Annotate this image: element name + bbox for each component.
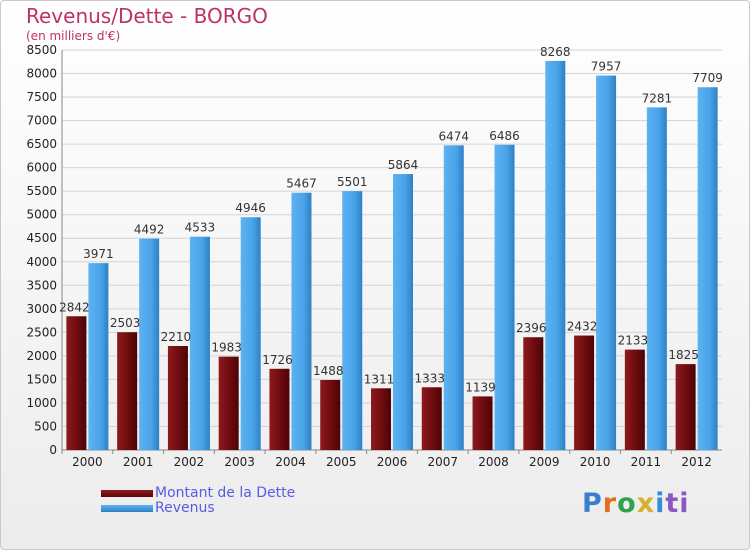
y-tick-label: 8500 (26, 43, 57, 57)
bar-revenus (494, 144, 515, 450)
bar-dette (371, 388, 391, 450)
data-label-revenus: 6474 (438, 129, 469, 143)
data-label-dette: 1488 (313, 364, 344, 378)
legend-label-revenus: Revenus (155, 500, 215, 516)
data-label-dette: 2396 (516, 321, 547, 335)
x-tick-label: 2009 (529, 455, 560, 469)
data-label-dette: 2210 (161, 330, 192, 344)
x-tick-label: 2007 (427, 455, 458, 469)
y-tick-label: 3000 (26, 302, 57, 316)
x-tick-label: 2010 (580, 455, 611, 469)
bar-dette (675, 364, 696, 450)
x-tick-label: 2011 (631, 455, 662, 469)
data-label-revenus: 7709 (692, 71, 723, 85)
bar-revenus (393, 174, 413, 450)
bar-dette (320, 379, 341, 450)
data-label-revenus: 6486 (489, 129, 520, 143)
data-label-dette: 1983 (211, 341, 242, 355)
data-label-revenus: 4492 (134, 223, 165, 237)
bar-dette (218, 356, 239, 450)
bar-revenus (443, 145, 464, 450)
data-label-dette: 2432 (567, 320, 598, 334)
y-tick-label: 0 (49, 443, 57, 457)
y-tick-label: 7500 (26, 90, 57, 104)
y-tick-label: 5000 (26, 208, 57, 222)
x-tick-label: 2006 (377, 455, 408, 469)
proxiti-logo: Proxiti (582, 488, 690, 519)
y-tick-label: 5500 (26, 184, 57, 198)
data-label-revenus: 7957 (591, 60, 622, 74)
bar-dette (117, 332, 138, 450)
bar-dette (66, 316, 87, 450)
data-label-revenus: 4946 (235, 201, 266, 215)
data-label-dette: 1311 (364, 372, 395, 386)
legend-swatch-dette (101, 490, 153, 497)
data-label-revenus: 3971 (83, 247, 114, 261)
data-label-dette: 2842 (59, 300, 90, 314)
x-tick-label: 2005 (326, 455, 357, 469)
y-tick-label: 1000 (26, 396, 57, 410)
x-tick-label: 2000 (72, 455, 103, 469)
y-tick-label: 2000 (26, 349, 57, 363)
bar-dette (624, 349, 645, 450)
y-tick-label: 3500 (26, 278, 57, 292)
data-label-dette: 1139 (465, 380, 496, 394)
bar-dette (472, 396, 493, 450)
legend-swatch-revenus (101, 505, 153, 512)
bar-revenus (342, 191, 363, 451)
bar-revenus (596, 75, 617, 450)
data-label-dette: 2503 (110, 316, 141, 330)
y-tick-label: 1500 (26, 372, 57, 386)
bar-revenus (545, 60, 566, 450)
y-tick-label: 6000 (26, 161, 57, 175)
data-label-revenus: 5467 (286, 177, 317, 191)
bar-revenus (189, 236, 210, 450)
bar-revenus (240, 217, 261, 450)
x-tick-label: 2003 (224, 455, 255, 469)
bar-revenus (646, 107, 667, 450)
bar-revenus (291, 192, 312, 450)
data-label-dette: 2133 (618, 334, 649, 348)
data-label-revenus: 5501 (337, 175, 368, 189)
y-tick-label: 4500 (26, 231, 57, 245)
y-tick-label: 500 (34, 419, 57, 433)
y-tick-label: 6500 (26, 137, 57, 151)
data-label-revenus: 5864 (388, 158, 419, 172)
x-tick-label: 2001 (123, 455, 154, 469)
data-label-dette: 1825 (668, 348, 699, 362)
data-label-dette: 1726 (262, 353, 293, 367)
data-label-revenus: 7281 (642, 91, 673, 105)
x-tick-label: 2004 (275, 455, 306, 469)
bar-dette (269, 368, 290, 450)
data-label-revenus: 4533 (185, 221, 216, 235)
x-tick-label: 2002 (174, 455, 205, 469)
legend-label-dette: Montant de la Dette (155, 485, 296, 501)
bar-dette (167, 346, 188, 450)
y-tick-label: 2500 (26, 325, 57, 339)
chart-title: Revenus/Dette - BORGO (26, 4, 268, 28)
x-tick-label: 2008 (478, 455, 509, 469)
bar-dette (421, 387, 442, 450)
bar-dette (574, 335, 595, 450)
chart-subtitle: (en milliers d'€) (26, 29, 121, 43)
bar-revenus (88, 263, 109, 450)
bar-revenus (697, 87, 718, 451)
x-tick-label: 2012 (681, 455, 712, 469)
bar-revenus (139, 238, 160, 450)
y-tick-label: 7000 (26, 114, 57, 128)
data-label-revenus: 8268 (540, 45, 571, 59)
data-label-dette: 1333 (414, 371, 445, 385)
y-tick-label: 8000 (26, 67, 57, 81)
bar-dette (523, 337, 544, 450)
y-tick-label: 4000 (26, 255, 57, 269)
